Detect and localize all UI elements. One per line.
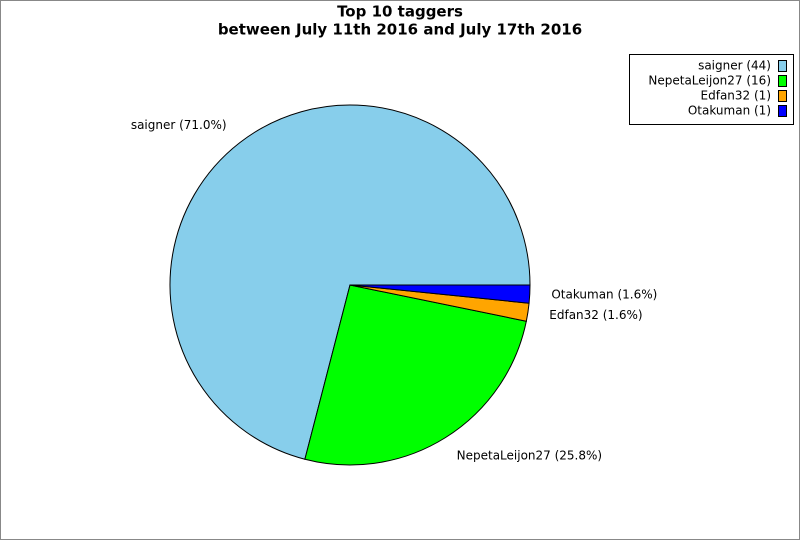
legend-label: Otakuman (1) (688, 104, 771, 118)
legend-swatch (778, 90, 787, 102)
chart-title: Top 10 taggers (337, 3, 463, 21)
slice-label: saigner (71.0%) (131, 118, 227, 132)
pie-slice (304, 284, 527, 466)
chart-subtitle: between July 11th 2016 and July 17th 201… (218, 21, 582, 39)
legend-label: Edfan32 (1) (701, 89, 771, 103)
legend-label: NepetaLeijon27 (16) (648, 74, 771, 88)
pie-slice (169, 104, 531, 460)
legend-swatch (778, 60, 787, 72)
legend-swatch (778, 105, 787, 117)
slice-label: NepetaLeijon27 (25.8%) (457, 449, 602, 463)
legend-swatch (778, 75, 787, 87)
legend-label: saigner (44) (698, 59, 771, 73)
legend-box (629, 54, 794, 125)
slice-label: Edfan32 (1.6%) (549, 308, 642, 322)
slice-label: Otakuman (1.6%) (551, 288, 657, 302)
pie-slice (349, 284, 531, 304)
